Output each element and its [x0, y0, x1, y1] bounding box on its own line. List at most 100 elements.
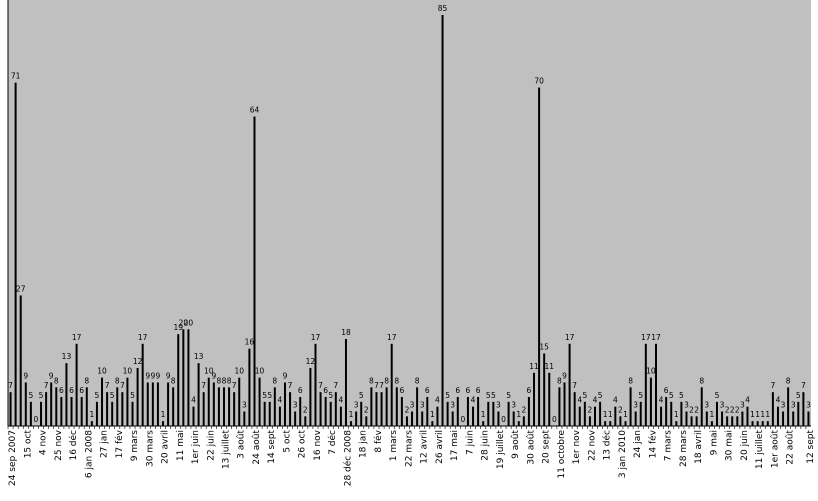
bar-value-label: 8	[699, 376, 704, 385]
bar	[141, 343, 144, 426]
x-tick-label: 28 juin	[481, 430, 491, 461]
bar-value-label: 8	[786, 376, 791, 385]
bar-value-label: 8	[54, 376, 59, 385]
bar	[451, 411, 454, 426]
x-tick-label: 15 oct	[23, 430, 33, 459]
bar-value-label: 3	[633, 400, 638, 409]
bar-value-label: 15	[539, 342, 549, 351]
bar-value-label: 17	[565, 333, 575, 342]
bar-value-label: 5	[638, 391, 643, 400]
bar	[782, 411, 785, 426]
bar-value-label: 5	[679, 391, 684, 400]
bar	[162, 421, 165, 426]
bar-value-label: 5	[328, 391, 333, 400]
bar-value-label: 6	[69, 386, 74, 395]
bar-value-label: 5	[110, 391, 115, 400]
bar	[588, 416, 591, 426]
bar-value-label: 2	[689, 405, 694, 414]
bar-value-label: 8	[628, 376, 633, 385]
bar	[350, 421, 353, 426]
bar	[258, 377, 261, 426]
bar	[263, 401, 266, 426]
bar	[207, 377, 210, 426]
bar-value-label: 8	[384, 376, 389, 385]
bar-value-label: 5	[715, 391, 720, 400]
bar	[309, 367, 312, 426]
bar	[400, 396, 403, 426]
bar	[543, 353, 546, 426]
bar-value-label: 13	[62, 352, 72, 361]
x-tick-label: 20 avril	[161, 430, 171, 464]
bar	[324, 396, 327, 426]
bar	[670, 401, 673, 426]
bar	[126, 377, 129, 426]
bar-value-label: 1	[710, 410, 715, 419]
bar	[405, 416, 408, 426]
x-tick-label: 14 fév	[647, 429, 658, 458]
x-tick-label: 22 nov	[587, 429, 597, 461]
bar-value-label: 7	[232, 381, 237, 390]
bar	[268, 401, 271, 426]
bar-value-label: 2	[730, 405, 735, 414]
bar	[436, 406, 439, 426]
bar-value-label: 8	[115, 376, 120, 385]
bar-value-label: 4	[659, 396, 664, 405]
bar-value-label: 71	[11, 72, 21, 81]
bar	[131, 401, 134, 426]
bar	[167, 382, 170, 426]
bar	[741, 411, 744, 426]
bar-value-label: 8	[272, 376, 277, 385]
bar-value-label: 10	[234, 367, 244, 376]
x-tick-label: 13 juillet	[222, 430, 232, 470]
bar-value-label: 17	[641, 333, 651, 342]
bar	[675, 421, 678, 426]
bar-value-label: 9	[211, 371, 216, 380]
bar	[685, 411, 688, 426]
bar-value-label: 4	[435, 396, 440, 405]
bar	[314, 343, 317, 426]
bar	[472, 406, 475, 426]
bar-value-label: 18	[341, 328, 351, 337]
bar-value-label: 1	[755, 410, 760, 419]
bar	[304, 416, 307, 426]
bar	[619, 416, 622, 426]
bar	[563, 382, 566, 426]
bar-value-label: 3	[791, 400, 796, 409]
bar	[116, 387, 119, 426]
bar	[202, 392, 205, 426]
bar-value-label: 3	[806, 400, 811, 409]
bar	[248, 348, 251, 426]
bar-value-label: 1	[623, 410, 628, 419]
x-tick-label: 17 fév	[114, 429, 125, 458]
bar-value-label: 8	[227, 376, 232, 385]
bar	[95, 401, 98, 426]
bar	[70, 396, 73, 426]
bar-value-label: 4	[278, 396, 283, 405]
bar-value-label: 5	[445, 391, 450, 400]
bar-value-label: 2	[618, 405, 623, 414]
bar-value-label: 9	[562, 371, 567, 380]
bar-value-label: 1	[603, 410, 608, 419]
bar-value-label: 9	[49, 371, 54, 380]
bar	[466, 396, 469, 426]
bar-value-label: 5	[598, 391, 603, 400]
bar-value-label: 4	[593, 396, 598, 405]
bar	[665, 396, 668, 426]
bar	[29, 401, 32, 426]
bar	[776, 406, 779, 426]
bar-value-label: 3	[242, 400, 247, 409]
bar	[487, 401, 490, 426]
bar	[380, 392, 383, 426]
bar	[289, 392, 292, 426]
bar-value-label: 11	[544, 362, 554, 371]
bar	[690, 416, 693, 426]
x-tick-label: 28 mars	[679, 430, 689, 467]
bar-value-label: 1	[349, 410, 354, 419]
bar	[151, 382, 154, 426]
bar-value-label: 4	[613, 396, 618, 405]
bar-value-label: 5	[267, 391, 272, 400]
bar	[192, 406, 195, 426]
bar	[55, 387, 58, 426]
bar	[50, 382, 53, 426]
bar	[14, 82, 17, 426]
